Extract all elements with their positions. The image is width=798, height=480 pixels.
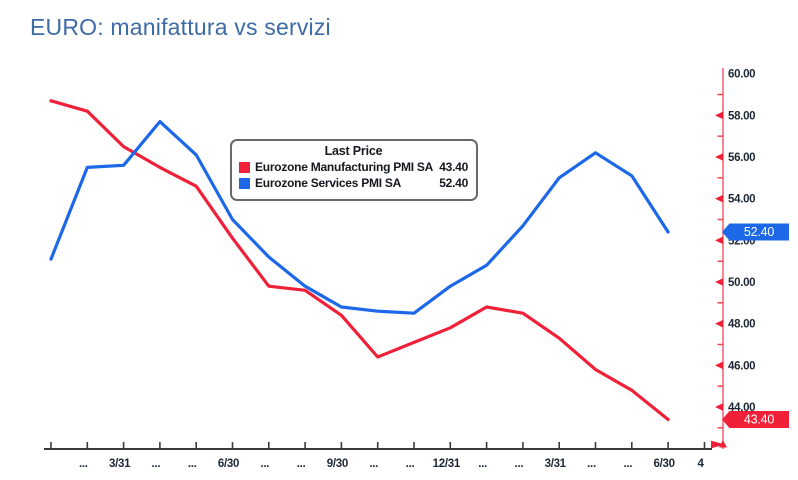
legend-title: Last Price (324, 144, 383, 158)
services-pmi-line[interactable] (49, 119, 670, 315)
x-tick-label: 9/30 (327, 458, 348, 470)
y-major-tick-arrow-icon (715, 403, 723, 411)
y-major-tick-arrow-icon (715, 361, 723, 370)
last-price-tag (722, 410, 789, 428)
x-tick-label: ... (478, 458, 487, 470)
x-tick-label: 4 (697, 458, 704, 470)
y-tick-label: 50.00 (728, 277, 755, 289)
x-tick-label: ... (623, 458, 632, 470)
legend-label-services: Eurozone Services PMI SA (255, 176, 402, 190)
y-axis-end-arrow-icon (719, 440, 727, 448)
page-title: EURO: manifattura vs servizi (30, 14, 331, 40)
y-tick-label: 58.00 (728, 110, 755, 122)
last-price-tag-text: 43.40 (744, 413, 775, 427)
x-tick-label: ... (152, 458, 161, 470)
y-tick-label: 46.00 (728, 360, 755, 372)
y-tick-label: 60.00 (728, 69, 755, 81)
x-tick-label: ... (406, 458, 415, 470)
x-tick-label: ... (297, 458, 306, 470)
y-major-tick-arrow-icon (715, 319, 723, 328)
manufacturing-color-swatch-icon (239, 161, 250, 173)
x-tick-label: ... (188, 458, 197, 470)
services-color-swatch-icon (239, 177, 250, 189)
y-tick-label: 48.00 (728, 319, 755, 331)
last-price-tag (722, 223, 789, 241)
x-tick-label: ... (587, 458, 596, 470)
y-major-tick-arrow-icon (715, 194, 723, 203)
legend-label-manufacturing: Eurozone Manufacturing PMI SA (255, 160, 434, 174)
y-major-tick-arrow-icon (715, 111, 723, 120)
y-tick-label: 54.00 (728, 194, 755, 206)
x-tick-label: ... (79, 458, 88, 470)
legend-row-services[interactable]: Eurozone Services PMI SA 52.40 (239, 175, 468, 191)
x-tick-label: ... (369, 458, 378, 470)
x-tick-label: ... (260, 458, 269, 470)
x-tick-label: 6/30 (218, 458, 239, 470)
y-tick-label: 56.00 (728, 152, 755, 164)
manufacturing-pmi-line[interactable] (49, 99, 670, 422)
x-tick-label: 12/31 (433, 458, 461, 470)
y-major-tick-arrow-icon (715, 278, 723, 286)
last-price-tag-text: 52.40 (744, 225, 775, 239)
y-major-tick-arrow-icon (715, 153, 723, 161)
x-tick-label: 3/31 (545, 458, 567, 470)
legend-value-manufacturing: 43.40 (439, 160, 468, 174)
x-tick-label: 3/31 (109, 458, 131, 470)
y-major-tick-arrow-icon (715, 236, 723, 245)
x-axis-end-arrow-icon (711, 440, 725, 449)
legend-row-manufacturing[interactable]: Eurozone Manufacturing PMI SA 43.40 (239, 159, 468, 175)
x-tick-label: 6/30 (654, 458, 675, 470)
chart-legend: Last Price Eurozone Manufacturing PMI SA… (230, 139, 478, 201)
x-tick-label: ... (515, 458, 524, 470)
legend-value-services: 52.40 (439, 176, 468, 190)
